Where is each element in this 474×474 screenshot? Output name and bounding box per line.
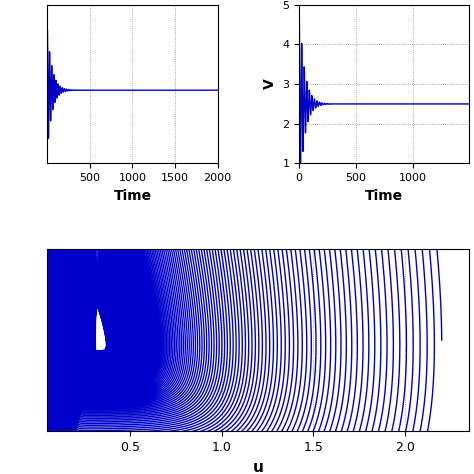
X-axis label: Time: Time [113,189,152,203]
X-axis label: u: u [253,460,264,474]
Y-axis label: V: V [263,79,277,90]
X-axis label: Time: Time [365,189,403,203]
